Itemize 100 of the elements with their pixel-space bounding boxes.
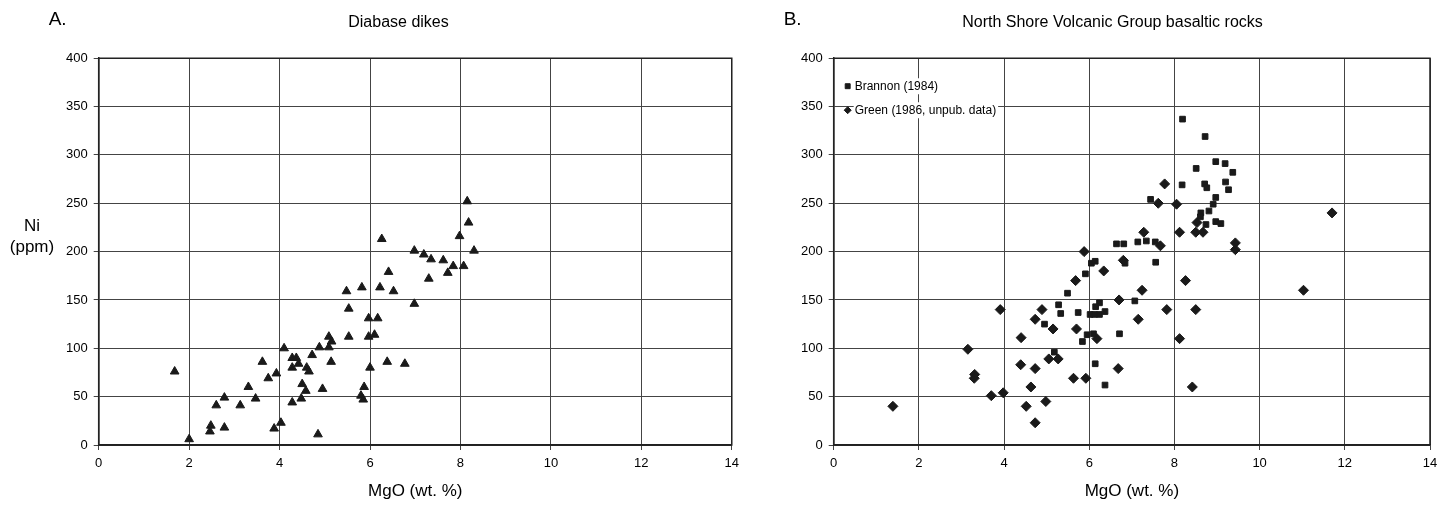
point — [1171, 198, 1183, 210]
point — [1179, 115, 1186, 123]
point — [1015, 332, 1027, 344]
x-tick-label: 6 — [366, 455, 374, 471]
point — [1202, 221, 1210, 228]
point — [1113, 240, 1120, 248]
point — [1212, 218, 1220, 225]
x-tick-label: 14 — [1422, 455, 1438, 471]
point — [1192, 165, 1200, 172]
point — [994, 304, 1006, 316]
point — [1120, 240, 1128, 248]
y-tick-label: 200 — [65, 243, 88, 259]
chart-title: North Shore Volcanic Group basaltic rocks — [962, 13, 1263, 31]
x-tick-label: 2 — [185, 455, 193, 471]
y-tick-label: 200 — [800, 243, 823, 259]
point — [1180, 275, 1192, 287]
point — [1209, 200, 1217, 208]
point — [1143, 237, 1150, 245]
x-tick-label: 10 — [1252, 455, 1267, 471]
y-tick-label: 350 — [800, 98, 823, 114]
y-tick-label: 150 — [800, 291, 823, 307]
point — [1029, 417, 1041, 429]
point — [1025, 381, 1037, 393]
y-tick-label: 100 — [800, 339, 823, 355]
point — [1070, 275, 1082, 287]
point — [1203, 184, 1211, 192]
point — [1113, 294, 1125, 306]
point — [1138, 226, 1150, 238]
x-tick-label: 14 — [724, 455, 739, 471]
point — [1080, 372, 1092, 384]
y-tick-label: 400 — [800, 49, 823, 65]
point — [997, 387, 1009, 399]
point — [1036, 304, 1048, 316]
point — [1225, 186, 1232, 194]
point — [1067, 372, 1079, 384]
point — [1051, 348, 1058, 356]
point — [1101, 308, 1109, 315]
point — [1092, 303, 1099, 311]
point — [1079, 338, 1086, 345]
point — [1212, 158, 1220, 165]
point — [1212, 194, 1220, 201]
y-tick-label: 0 — [80, 436, 88, 452]
point — [1186, 381, 1198, 393]
x-tick-label: 4 — [275, 455, 284, 471]
y-tick-label: 50 — [73, 388, 88, 404]
y-tick-label: 300 — [800, 146, 823, 162]
point — [1082, 270, 1089, 278]
point — [1055, 301, 1062, 309]
point — [1057, 310, 1065, 317]
point — [1015, 359, 1027, 371]
point — [1178, 181, 1186, 189]
point — [1020, 400, 1032, 412]
point — [1101, 381, 1109, 389]
point — [1090, 330, 1097, 338]
point — [1029, 363, 1041, 375]
point — [1064, 289, 1071, 297]
point — [1152, 258, 1160, 266]
x-tick-label: 8 — [1170, 455, 1179, 471]
y-tick-label: 400 — [65, 49, 88, 65]
point — [1132, 313, 1144, 325]
x-tick-label: 6 — [1085, 455, 1093, 471]
point — [1159, 178, 1171, 190]
point — [1040, 395, 1052, 407]
point — [1131, 297, 1139, 305]
y-tick-label: 250 — [800, 194, 823, 210]
point — [1222, 178, 1229, 186]
point — [1091, 360, 1099, 368]
point — [1298, 284, 1309, 296]
y-tick-label: 350 — [65, 98, 88, 114]
x-tick-label: 4 — [1000, 455, 1008, 471]
y-tick-label: 300 — [65, 146, 88, 162]
point — [1205, 207, 1213, 215]
point — [1116, 330, 1123, 338]
point — [1174, 333, 1186, 345]
point — [1052, 353, 1064, 365]
y-tick-label: 150 — [65, 291, 88, 307]
point — [1191, 217, 1203, 229]
point — [1041, 320, 1048, 328]
point — [1151, 238, 1159, 246]
point — [1221, 160, 1229, 167]
point — [1217, 220, 1225, 227]
point — [1136, 284, 1148, 296]
point — [1326, 207, 1338, 219]
text: B. — [783, 8, 802, 30]
point — [962, 343, 974, 355]
point — [1043, 353, 1055, 365]
point — [1070, 323, 1082, 335]
legend-label: Green (1986, unpub. data) — [854, 102, 997, 117]
point — [1091, 257, 1099, 265]
point — [1161, 304, 1173, 316]
y-tick-label: 50 — [808, 388, 823, 404]
x-axis-title: MgO (wt. %) — [368, 481, 463, 501]
point — [1029, 313, 1041, 325]
point — [1152, 197, 1164, 209]
point — [1174, 226, 1186, 238]
point — [1078, 246, 1090, 258]
x-tick-label: 2 — [915, 455, 923, 471]
x-tick-label: 0 — [830, 455, 838, 471]
x-tick-label: 12 — [1337, 455, 1353, 471]
x-tick-label: 8 — [456, 455, 465, 471]
